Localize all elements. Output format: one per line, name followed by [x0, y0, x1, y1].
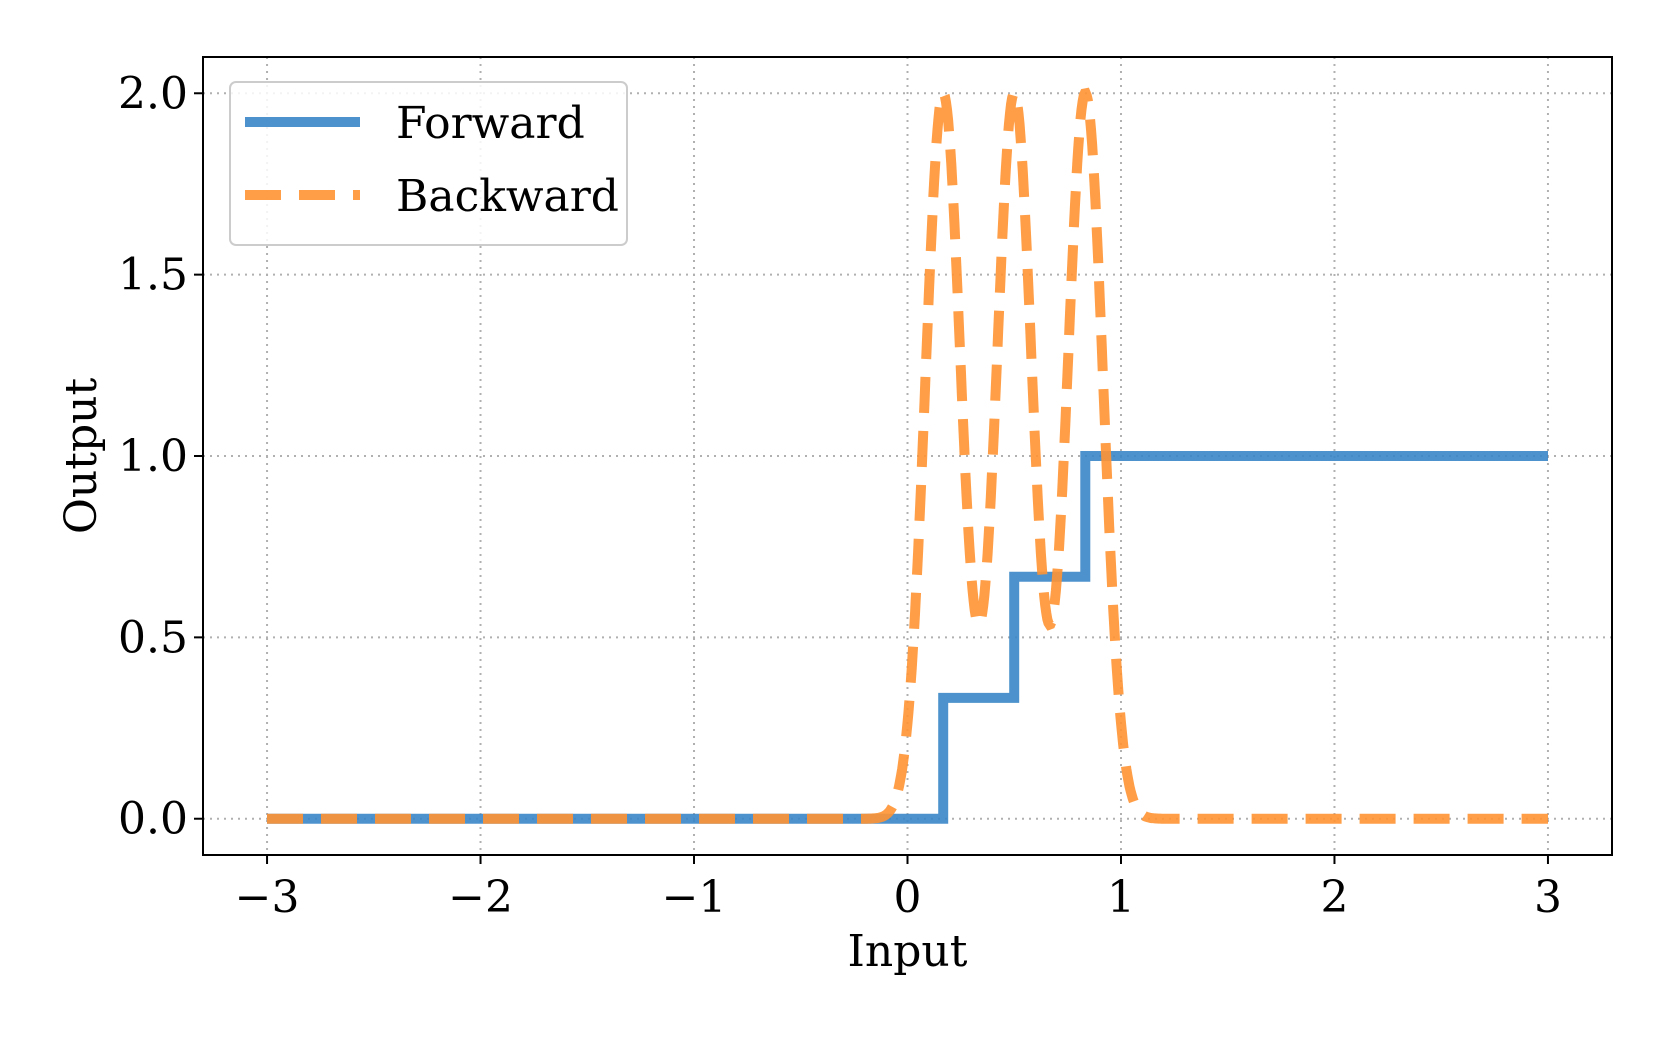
y-tick-label: 0.5	[118, 612, 188, 663]
y-tick-label: 1.5	[118, 250, 188, 301]
x-tick-label: −1	[662, 872, 727, 923]
series-layer	[267, 84, 1548, 824]
x-tick-label: 1	[1107, 872, 1135, 923]
legend-forward-label: Forward	[396, 98, 585, 149]
x-tick-label: 3	[1534, 872, 1562, 923]
legend: Forward Backward	[229, 81, 628, 246]
x-tick-label: 0	[894, 872, 922, 923]
ticks: −3 −2 −1 0 1 2 3 0.0 0.5 1.0 1.5 2.0	[118, 68, 1562, 923]
x-axis-label: Input	[848, 926, 968, 977]
x-tick-label: −3	[235, 872, 300, 923]
y-tick-label: 0.0	[118, 794, 188, 845]
y-axis-label: Output	[56, 378, 107, 535]
legend-backward-label: Backward	[396, 171, 619, 222]
x-tick-label: −2	[448, 872, 513, 923]
backward-series-line	[267, 84, 1548, 824]
forward-series-line	[267, 451, 1548, 824]
y-tick-label: 2.0	[118, 68, 188, 119]
y-tick-label: 1.0	[118, 431, 188, 482]
x-tick-label: 2	[1320, 872, 1348, 923]
